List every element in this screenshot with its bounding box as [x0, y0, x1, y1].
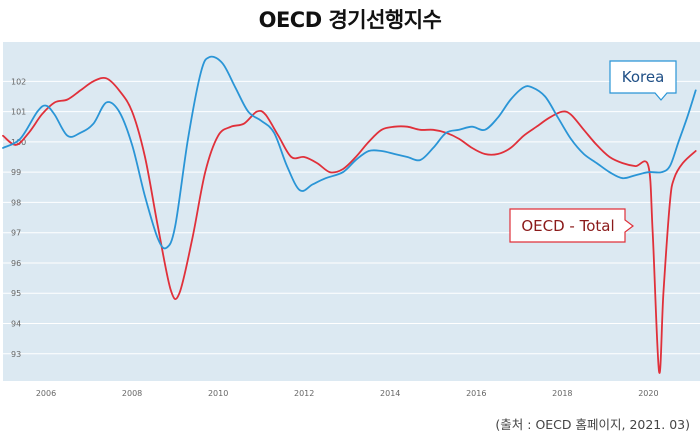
- x-tick-label: 2020: [638, 389, 658, 398]
- x-tick-label: 2016: [466, 389, 486, 398]
- korea-callout-label: Korea: [622, 68, 665, 86]
- y-tick-label: 98: [11, 198, 21, 207]
- x-tick-label: 2006: [36, 389, 56, 398]
- korea-callout-box: [609, 60, 677, 101]
- oecd-callout-box: [509, 208, 634, 243]
- y-tick-label: 93: [11, 350, 21, 359]
- y-tick-label: 102: [11, 77, 26, 86]
- series-lines: [2, 55, 697, 374]
- oecd-callout: OECD - Total: [509, 208, 634, 243]
- x-tick-label: 2010: [208, 389, 228, 398]
- oecd-callout-label: OECD - Total: [521, 217, 614, 235]
- chart: 93 94 95 96 97 98 99 100 101 102 2006 2008 2010 2012…: [2, 42, 700, 398]
- y-tick-label: 94: [11, 319, 21, 328]
- korea-callout: Korea: [609, 60, 677, 101]
- y-tick-label: 97: [11, 229, 21, 238]
- x-tick-label: 2018: [552, 389, 572, 398]
- y-tick-label: 96: [11, 259, 21, 268]
- y-tick-label: 95: [11, 289, 21, 298]
- x-tick-label: 2008: [122, 389, 142, 398]
- x-tick-label: 2012: [294, 389, 314, 398]
- y-axis-ticks: 93 94 95 96 97 98 99 100 101 102: [11, 77, 26, 358]
- korea-series-line: [2, 55, 697, 250]
- x-tick-label: 2014: [380, 389, 400, 398]
- grid: [3, 80, 700, 355]
- x-axis-ticks: 2006 2008 2010 2012 2014 2016 2018 2020: [36, 389, 659, 398]
- y-tick-label: 100: [11, 138, 26, 147]
- source-note: (출처 : OECD 홈페이지, 2021. 03): [495, 417, 690, 432]
- page-title: OECD 경기선행지수: [258, 8, 442, 32]
- y-tick-label: 101: [11, 108, 26, 117]
- y-tick-label: 99: [11, 168, 21, 177]
- oecd-total-series-line: [2, 76, 697, 374]
